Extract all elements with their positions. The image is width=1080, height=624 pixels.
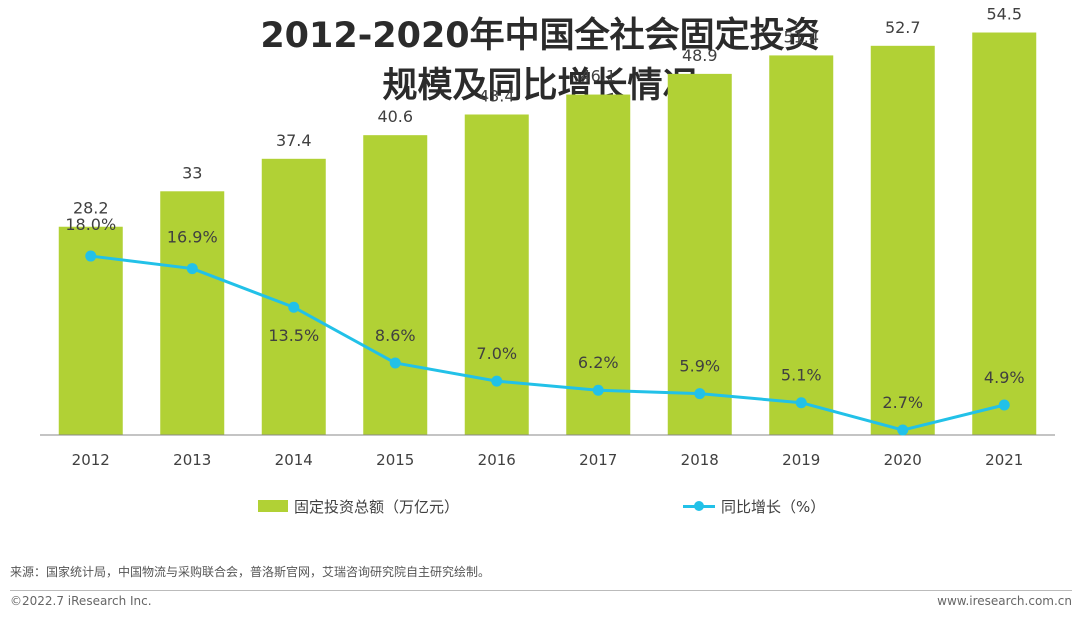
bar-2018 [667,73,732,435]
bar-2015 [363,135,428,435]
bar-2020 [870,45,935,436]
legend-line-label: 同比增长（%） [721,497,826,516]
growth-value-label-2016: 7.0% [476,344,517,363]
growth-point-2014 [288,301,300,313]
combo-chart: 2012 2013 2014 2015 2016 2017 2018 2019 2020 2021… [40,5,1055,469]
chart-title-line-1: 2012-2020年中国全社会固定投资 [260,16,820,56]
bar-2013 [160,191,225,435]
bar-value-label-2013: 33 [182,163,202,182]
growth-point-2013 [186,263,198,275]
growth-line [90,254,1005,432]
legend-line-series: 同比增长（%） [683,495,825,517]
growth-value-label-2014: 13.5% [268,326,319,345]
growth-value-label-2018: 5.9% [679,357,720,376]
legend-line-swatch [683,500,715,512]
x-tick-label-2014: 2014 [275,451,313,469]
bar-value-label-2018: 48.9 [682,46,718,65]
growth-point-2018 [694,388,706,400]
growth-point-2012 [85,250,97,262]
growth-value-label-2020: 2.7% [882,393,923,412]
growth-point-2021 [998,399,1010,411]
growth-point-2017 [592,384,604,396]
growth-value-label-2021: 4.9% [984,368,1025,387]
legend-bar-series: 固定投资总额（万亿元） [258,495,459,517]
bar-value-label-2019: 51.4 [783,27,819,46]
footer-divider [10,590,1072,591]
bar-value-label-2017: 46.1 [580,67,616,86]
bar-value-label-2015: 40.6 [377,107,413,126]
x-tick-label-2015: 2015 [376,451,414,469]
x-tick-label-2020: 2020 [884,451,922,469]
bar-value-label-2020: 52.7 [885,18,921,37]
x-tick-label-2018: 2018 [681,451,719,469]
chart-title-line-2: 规模及同比增长情况 [382,66,698,106]
bar-2019 [769,55,834,435]
x-tick-label-2013: 2013 [173,451,211,469]
growth-value-label-2013: 16.9% [167,228,218,247]
x-tick-label-2012: 2012 [72,451,110,469]
copyright: ©2022.7 iResearch Inc. [10,594,152,608]
source-note: 来源：国家统计局，中国物流与采购联合会，普洛斯官网，艾瑞咨询研究院自主研究绘制。 [10,565,491,579]
growth-value-label-2019: 5.1% [781,366,822,385]
bar-2014 [261,158,326,435]
growth-value-label-2015: 8.6% [375,326,416,345]
growth-value-label-2017: 6.2% [578,353,619,372]
growth-point-2015 [389,357,401,369]
bar-value-label-2014: 37.4 [276,131,312,150]
growth-point-2020 [897,424,909,436]
x-tick-label-2016: 2016 [478,451,516,469]
bar-2021 [972,32,1037,436]
website-link[interactable]: www.iresearch.com.cn [937,594,1072,608]
bar-2017 [566,94,631,435]
x-tick-label-2021: 2021 [985,451,1023,469]
bar-value-label-2016: 43.4 [479,86,515,105]
bar-value-label-2012: 28.2 [73,199,109,218]
growth-point-2016 [491,375,503,387]
legend-bar-label: 固定投资总额（万亿元） [294,497,460,516]
x-tick-label-2019: 2019 [782,451,820,469]
bar-2016 [464,114,529,435]
x-tick-label-2017: 2017 [579,451,617,469]
growth-point-2019 [795,397,807,409]
legend-bar-swatch [258,500,288,512]
bar-value-label-2021: 54.5 [986,5,1022,24]
growth-value-label-2012: 18.0% [65,215,116,234]
